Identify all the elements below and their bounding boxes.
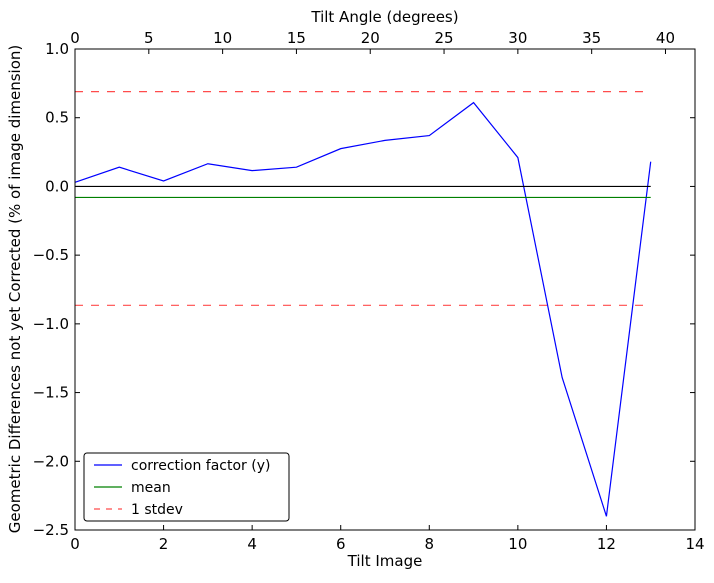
x-tick-label: 8: [425, 535, 435, 553]
x2-tick-label: 40: [656, 29, 675, 47]
x-tick-label: 0: [70, 535, 80, 553]
legend-label: 1 stdev: [131, 502, 183, 518]
y-tick-label: −0.5: [33, 246, 69, 264]
frame-layer: [74, 48, 696, 531]
ticks-layer: 0 2 4 6 8 10 12 14 0 5 10 15 20 25 30 35 40 −2.5 −2.0 −1.5 −…: [33, 29, 705, 553]
y-axis-label: Geometric Differences not yet Corrected …: [6, 45, 24, 534]
y-tick-label: −1.0: [33, 315, 69, 333]
x2-tick-label: 10: [213, 29, 232, 47]
y-tick-label: −2.5: [33, 521, 69, 539]
y-tick-label: 0.5: [45, 109, 69, 127]
plot-frame: [74, 48, 696, 531]
x-tick-label: 12: [597, 535, 616, 553]
x-tick-label: 6: [336, 535, 346, 553]
legend: correction factor (y) mean 1 stdev: [83, 452, 290, 522]
x-tick-label: 10: [508, 535, 527, 553]
x-axis-label: Tilt Image: [347, 552, 423, 570]
x2-tick-label: 35: [582, 29, 601, 47]
x2-tick-label: 15: [287, 29, 306, 47]
x2-tick-label: 25: [435, 29, 454, 47]
y-tick-label: −2.0: [33, 452, 69, 470]
y-tick-label: −1.5: [33, 384, 69, 402]
series-layer: [74, 90, 652, 517]
x-tick-label: 2: [159, 535, 169, 553]
x2-axis-label: Tilt Angle (degrees): [310, 8, 458, 26]
legend-box: [83, 452, 290, 522]
x-tick-label: 4: [247, 535, 257, 553]
x2-tick-label: 0: [70, 29, 80, 47]
legend-label: mean: [131, 480, 171, 496]
series-line-0: [74, 101, 652, 517]
x2-tick-label: 20: [361, 29, 380, 47]
x2-tick-label: 30: [508, 29, 527, 47]
legend-label: correction factor (y): [131, 458, 270, 474]
x-tick-label: 14: [685, 535, 704, 553]
x2-tick-label: 5: [144, 29, 154, 47]
y-tick-label: 0.0: [45, 177, 69, 195]
y-tick-label: 1.0: [45, 40, 69, 58]
